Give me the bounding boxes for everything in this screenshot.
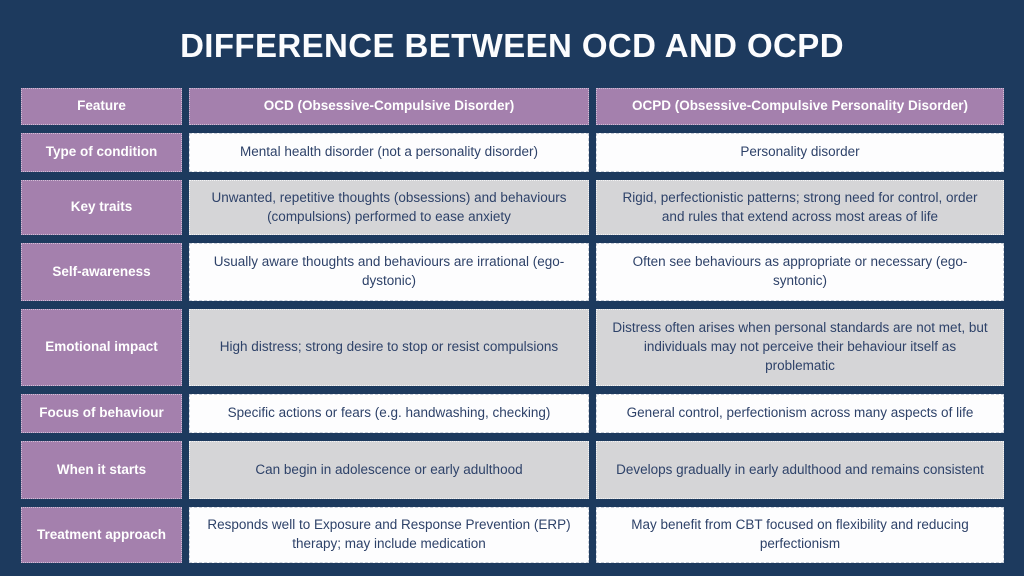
ocd-cell-when-it-starts: Can begin in adolescence or early adulth… <box>189 441 589 499</box>
ocpd-cell-emotional-impact: Distress often arises when personal stan… <box>596 309 1004 386</box>
feature-cell-type-of-condition: Type of condition <box>21 133 182 172</box>
page-title: DIFFERENCE BETWEEN OCD AND OCPD <box>180 27 844 64</box>
comparison-table: Feature OCD (Obsessive-Compulsive Disord… <box>21 88 1004 563</box>
ocpd-cell-type-of-condition: Personality disorder <box>596 133 1004 172</box>
ocd-cell-treatment-approach: Responds well to Exposure and Response P… <box>189 507 589 563</box>
feature-cell-when-it-starts: When it starts <box>21 441 182 499</box>
header-cell-feature: Feature <box>21 88 182 125</box>
feature-cell-emotional-impact: Emotional impact <box>21 309 182 386</box>
ocd-cell-type-of-condition: Mental health disorder (not a personalit… <box>189 133 589 172</box>
ocpd-cell-when-it-starts: Develops gradually in early adulthood an… <box>596 441 1004 499</box>
ocd-cell-self-awareness: Usually aware thoughts and behaviours ar… <box>189 243 589 301</box>
ocpd-cell-self-awareness: Often see behaviours as appropriate or n… <box>596 243 1004 301</box>
ocpd-cell-focus-of-behaviour: General control, perfectionism across ma… <box>596 394 1004 433</box>
ocd-cell-emotional-impact: High distress; strong desire to stop or … <box>189 309 589 386</box>
feature-cell-focus-of-behaviour: Focus of behaviour <box>21 394 182 433</box>
ocd-cell-key-traits: Unwanted, repetitive thoughts (obsession… <box>189 180 589 235</box>
feature-cell-key-traits: Key traits <box>21 180 182 235</box>
ocpd-cell-treatment-approach: May benefit from CBT focused on flexibil… <box>596 507 1004 563</box>
ocd-cell-focus-of-behaviour: Specific actions or fears (e.g. handwash… <box>189 394 589 433</box>
ocpd-cell-key-traits: Rigid, perfectionistic patterns; strong … <box>596 180 1004 235</box>
header-cell-ocd: OCD (Obsessive-Compulsive Disorder) <box>189 88 589 125</box>
feature-cell-self-awareness: Self-awareness <box>21 243 182 301</box>
header-cell-ocpd: OCPD (Obsessive-Compulsive Personality D… <box>596 88 1004 125</box>
feature-cell-treatment-approach: Treatment approach <box>21 507 182 563</box>
